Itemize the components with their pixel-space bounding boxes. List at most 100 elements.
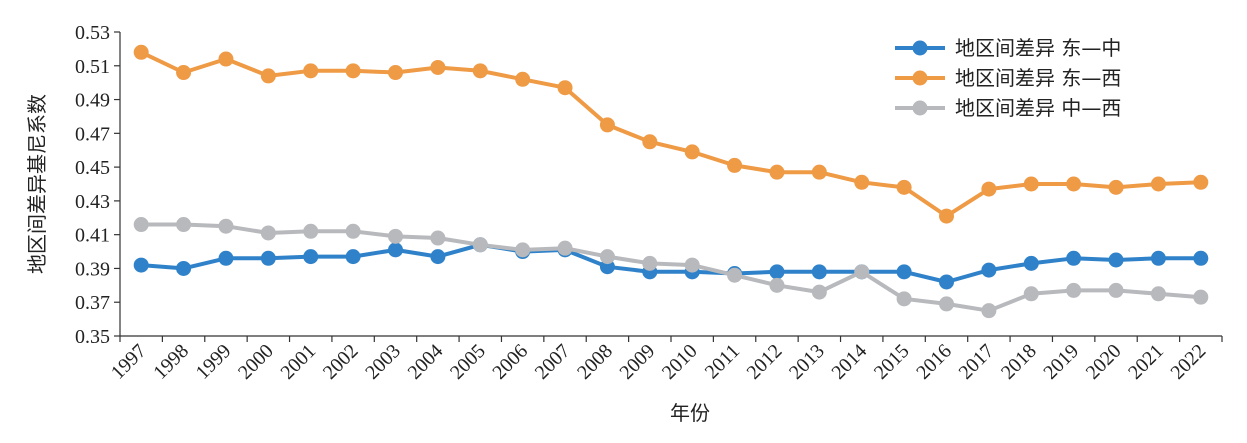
x-tick-label: 2006 — [488, 340, 532, 384]
x-axis-title: 年份 — [670, 401, 710, 425]
legend-swatch-marker — [912, 100, 928, 116]
data-point — [218, 218, 234, 234]
data-point — [981, 303, 997, 319]
data-point — [260, 250, 276, 266]
y-tick-label: 0.41 — [75, 225, 110, 247]
data-point — [1150, 250, 1166, 266]
data-point — [1193, 174, 1209, 190]
data-point — [811, 164, 827, 180]
data-point — [345, 63, 361, 79]
axes: 0.35 0.37 0.39 0.41 0.43 0.45 0.47 0.49 0.51 0.53… — [75, 22, 1223, 384]
x-tick-label: 2005 — [446, 340, 490, 384]
x-tick-label: 2017 — [955, 340, 999, 384]
data-point — [1108, 179, 1124, 195]
x-tick-label: 2002 — [319, 340, 363, 384]
data-point — [176, 65, 192, 81]
data-point — [769, 277, 785, 293]
x-tick-label: 2008 — [573, 340, 617, 384]
data-point — [133, 44, 149, 60]
data-point — [1023, 255, 1039, 271]
data-point — [303, 249, 319, 265]
data-point — [684, 257, 700, 273]
x-tick-label: 2001 — [276, 340, 320, 384]
y-tick-label: 0.35 — [75, 326, 110, 348]
data-point — [430, 59, 446, 75]
data-point — [1066, 282, 1082, 298]
data-point — [769, 264, 785, 280]
data-point — [1066, 250, 1082, 266]
legend-item: 地区间差异 东—中 — [895, 36, 1121, 60]
data-point — [557, 80, 573, 96]
x-tick-label: 2003 — [361, 340, 405, 384]
x-tick-label: 2012 — [743, 340, 787, 384]
data-point — [727, 157, 743, 173]
data-point — [1108, 282, 1124, 298]
x-tick-label: 2010 — [658, 340, 702, 384]
data-point — [642, 134, 658, 150]
data-point — [1066, 176, 1082, 192]
data-point — [1108, 252, 1124, 268]
data-point — [981, 181, 997, 197]
y-tick-label: 0.47 — [75, 123, 110, 145]
legend-item: 地区间差异 中—西 — [895, 96, 1121, 120]
data-point — [345, 223, 361, 239]
data-point — [430, 230, 446, 246]
data-point — [1023, 176, 1039, 192]
y-tick-label: 0.51 — [75, 56, 110, 78]
legend-label: 地区间差异 中—西 — [955, 96, 1121, 120]
legend-label: 地区间差异 东—西 — [955, 66, 1121, 90]
data-point — [303, 63, 319, 79]
y-tick-label: 0.37 — [75, 292, 110, 314]
data-point — [981, 262, 997, 278]
x-tick-label: 2000 — [234, 340, 278, 384]
legend-swatch-marker — [912, 40, 928, 56]
x-tick-label: 2009 — [616, 340, 660, 384]
data-point — [260, 68, 276, 84]
data-point — [811, 284, 827, 300]
x-tick-label: 1998 — [149, 340, 193, 384]
x-tick-label: 2007 — [531, 340, 575, 384]
data-point — [388, 65, 403, 81]
y-tick-label: 0.39 — [75, 258, 110, 280]
x-tick-label: 2004 — [404, 340, 448, 384]
legend-swatch-marker — [912, 70, 928, 86]
data-point — [1023, 286, 1039, 302]
legend-item: 地区间差异 东—西 — [895, 66, 1121, 90]
x-tick-label: 2019 — [1039, 340, 1083, 384]
y-tick-label: 0.53 — [75, 22, 110, 44]
data-point — [1150, 286, 1166, 302]
data-point — [1193, 289, 1209, 305]
data-point — [854, 174, 870, 190]
x-tick-label: 2021 — [1124, 340, 1168, 384]
data-point — [854, 264, 870, 280]
data-point — [133, 257, 149, 273]
data-point — [684, 144, 700, 160]
y-tick-label: 0.45 — [75, 157, 110, 179]
data-point — [1193, 250, 1209, 266]
data-point — [218, 250, 234, 266]
y-tick-label: 0.43 — [75, 191, 110, 213]
y-tick-label: 0.49 — [75, 90, 110, 112]
data-point — [515, 242, 531, 258]
x-tick-label: 2020 — [1082, 340, 1126, 384]
x-tick-label: 2015 — [870, 340, 914, 384]
data-point — [599, 249, 615, 265]
data-point — [599, 117, 615, 133]
x-tick-label: 1997 — [107, 340, 151, 384]
data-point — [896, 179, 912, 195]
x-tick-label: 2011 — [701, 340, 744, 383]
data-point — [345, 249, 361, 265]
series-layer — [133, 44, 1209, 319]
legend-label: 地区间差异 东—中 — [955, 36, 1121, 60]
data-point — [727, 267, 743, 283]
data-point — [388, 242, 403, 258]
data-point — [176, 217, 192, 233]
data-point — [388, 228, 403, 244]
data-point — [472, 237, 488, 253]
data-point — [303, 223, 319, 239]
data-point — [176, 260, 192, 276]
series-line — [141, 222, 1201, 313]
